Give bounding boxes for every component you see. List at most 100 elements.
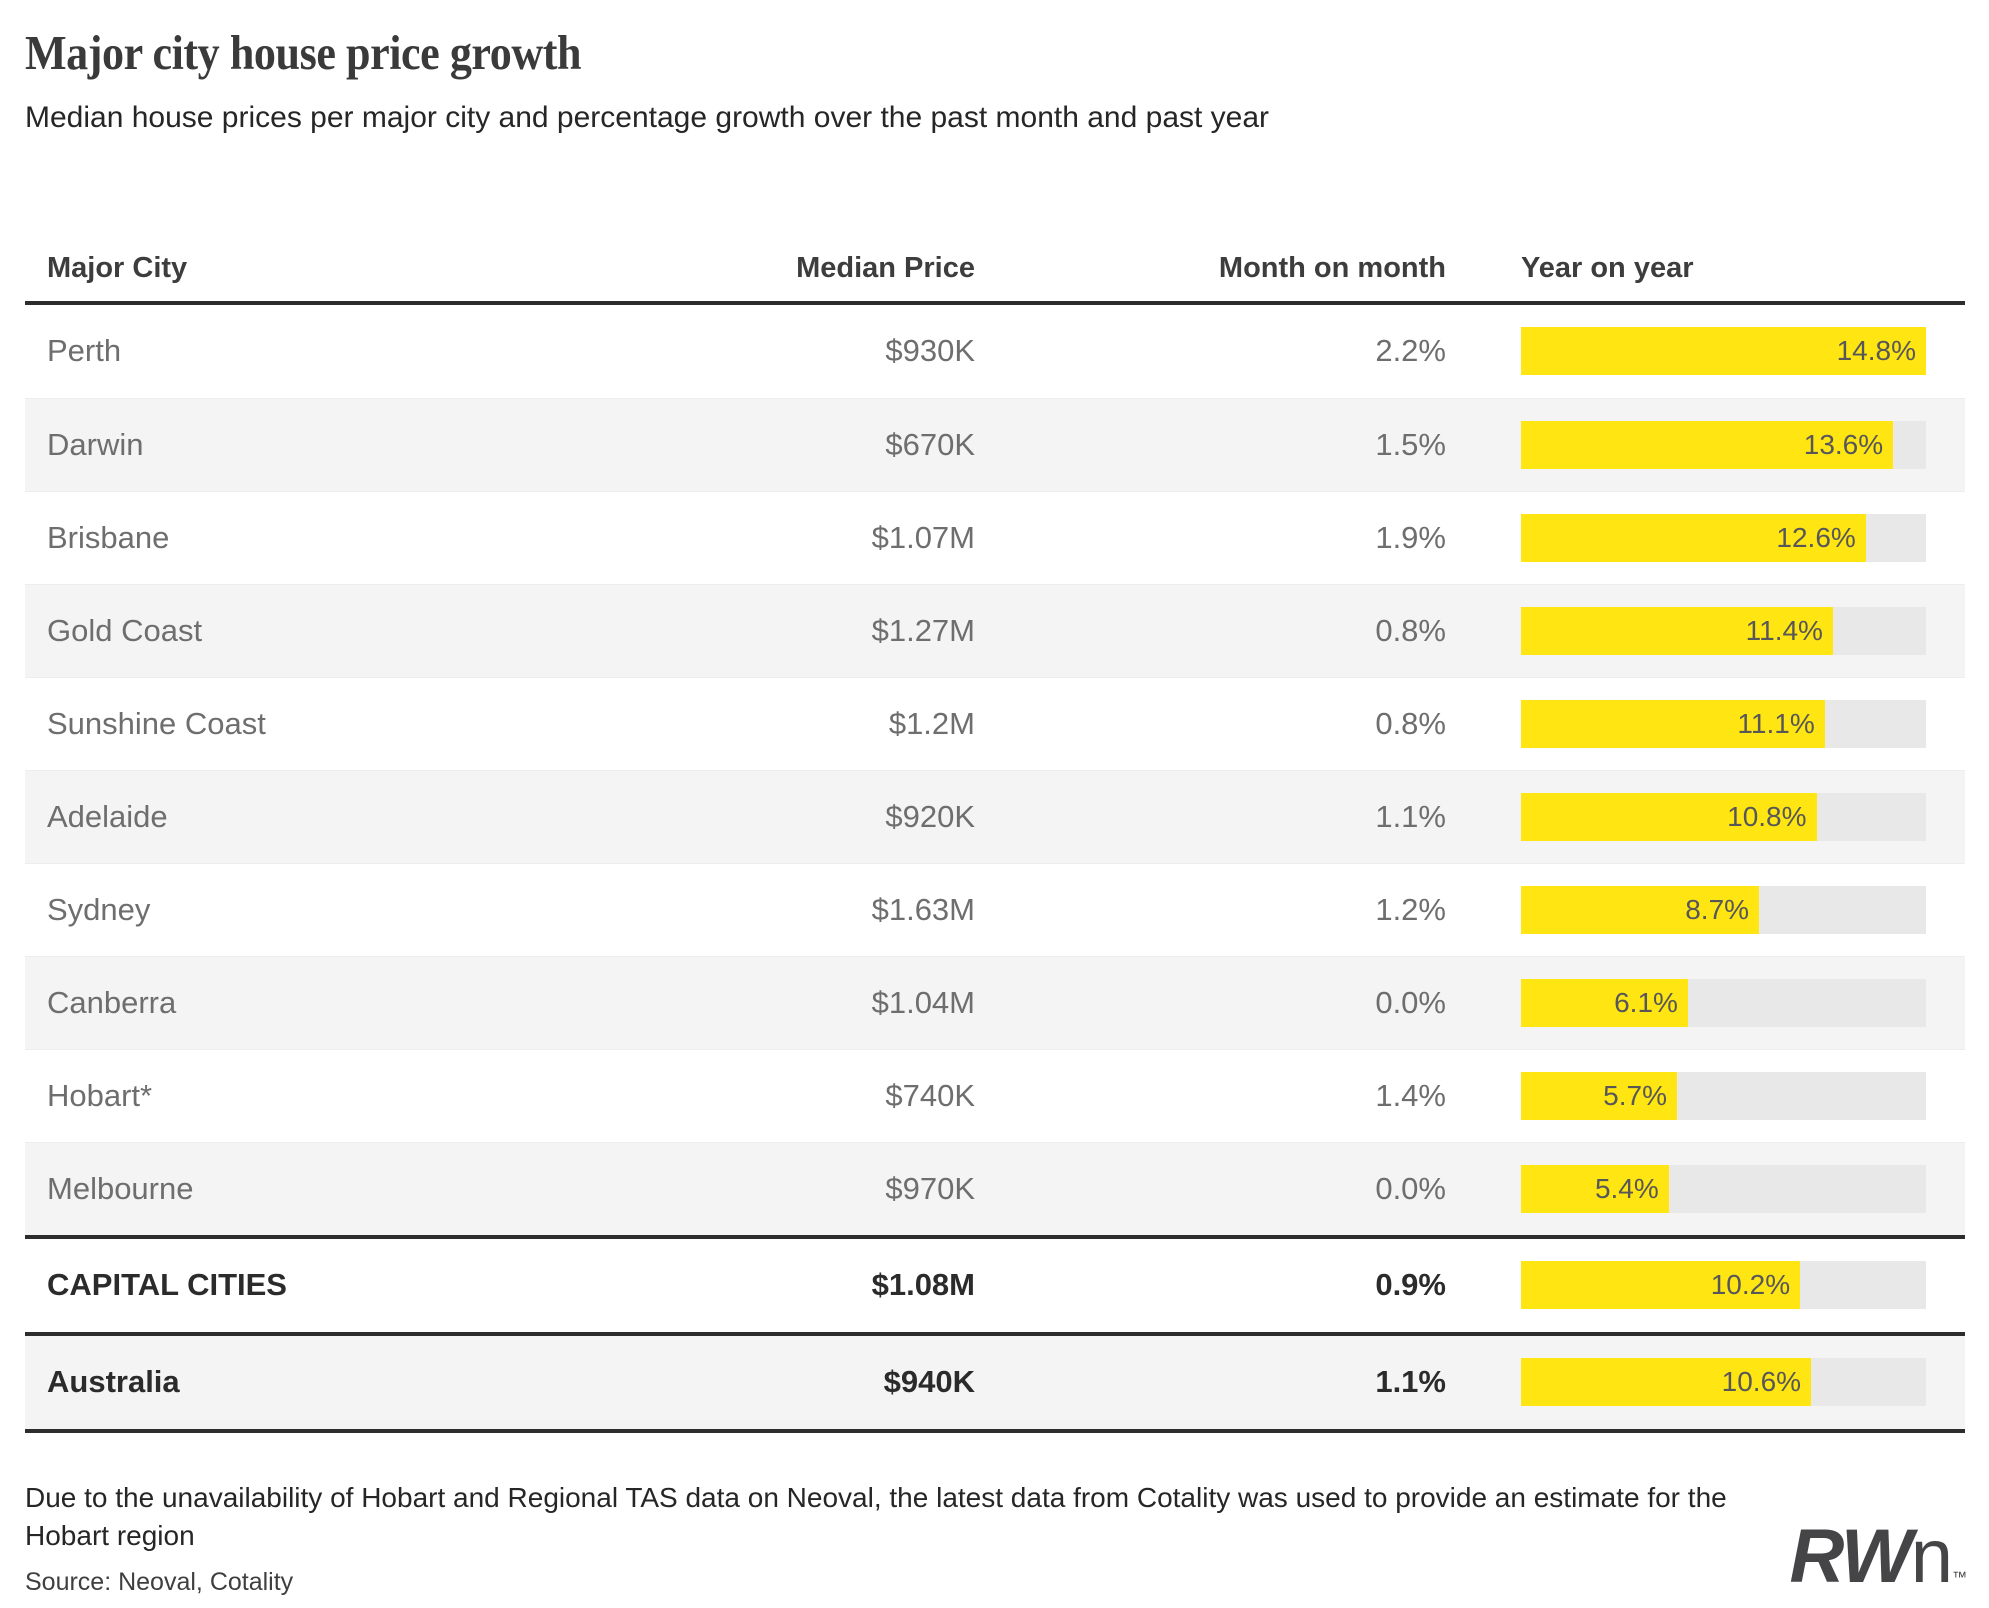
year-on-year-cell: 11.1% — [1446, 699, 1965, 748]
median-price: $740K — [885, 1077, 975, 1113]
yoy-bar-track: 8.7% — [1521, 885, 1926, 934]
yoy-bar-track: 6.1% — [1521, 978, 1926, 1027]
table-row: CAPITAL CITIES $1.08M 0.9% 10.2% — [25, 1238, 1965, 1332]
month-on-month: 0.9% — [1375, 1267, 1446, 1303]
yoy-bar: 11.1% — [1521, 699, 1825, 748]
table-row: Darwin $670K 1.5% 13.6% — [25, 397, 1965, 491]
median-price: $940K — [883, 1364, 975, 1400]
median-price: $1.2M — [888, 705, 975, 741]
section-rule — [25, 1331, 1965, 1336]
median-price: $1.27M — [871, 612, 975, 648]
yoy-value-label: 13.6% — [1803, 428, 1884, 460]
median-price: $1.07M — [871, 519, 975, 555]
source-note: Source: Neoval, Cotality — [25, 1568, 294, 1597]
yoy-value-label: 11.1% — [1737, 707, 1815, 739]
rwn-logo-rw: RW — [1789, 1514, 1912, 1599]
city-name: Gold Coast — [47, 612, 203, 648]
city-name: Adelaide — [47, 798, 168, 834]
median-price: $670K — [885, 426, 975, 462]
rwn-logo: RWn™ — [1789, 1513, 1967, 1600]
page-subtitle: Median house prices per major city and p… — [25, 100, 1270, 134]
month-on-month: 1.4% — [1375, 1077, 1446, 1113]
yoy-value-label: 14.8% — [1836, 335, 1916, 367]
city-name: Canberra — [47, 984, 177, 1020]
yoy-bar: 12.6% — [1521, 513, 1866, 562]
yoy-bar-track: 11.1% — [1521, 699, 1926, 748]
trademark-symbol: ™ — [1952, 1569, 1967, 1586]
yoy-value-label: 10.6% — [1721, 1366, 1802, 1398]
month-on-month: 1.9% — [1375, 519, 1446, 555]
table-row: Sydney $1.63M 1.2% 8.7% — [25, 862, 1965, 956]
city-name: Sydney — [47, 891, 151, 927]
footnote: Due to the unavailability of Hobart and … — [25, 1481, 1727, 1551]
yoy-bar-track: 10.8% — [1521, 792, 1926, 841]
yoy-value-label: 11.4% — [1745, 614, 1823, 646]
city-name: Darwin — [47, 426, 144, 462]
median-price: $1.04M — [871, 984, 975, 1020]
yoy-bar-track: 10.2% — [1521, 1261, 1926, 1310]
city-name: Sunshine Coast — [47, 705, 266, 741]
yoy-value-label: 8.7% — [1685, 893, 1750, 925]
yoy-bar-track: 5.4% — [1521, 1164, 1926, 1213]
table-row: Australia $940K 1.1% 10.6% — [25, 1335, 1965, 1429]
month-on-month: 1.1% — [1375, 1364, 1446, 1400]
year-on-year-cell: 13.6% — [1446, 420, 1965, 469]
yoy-value-label: 5.4% — [1594, 1172, 1659, 1204]
month-on-month: 0.8% — [1375, 705, 1446, 741]
yoy-bar: 10.6% — [1521, 1358, 1812, 1407]
year-on-year-cell: 11.4% — [1446, 606, 1965, 655]
table-row: Canberra $1.04M 0.0% 6.1% — [25, 955, 1965, 1049]
yoy-bar-track: 13.6% — [1521, 420, 1926, 469]
col-header-year-on-year: Year on year — [1521, 251, 1694, 284]
yoy-bar: 13.6% — [1521, 420, 1894, 469]
month-on-month: 1.1% — [1375, 798, 1446, 834]
city-name: Brisbane — [47, 519, 170, 555]
header-rule — [25, 300, 1965, 305]
table-row: Perth $930K 2.2% 14.8% — [25, 304, 1965, 398]
yoy-bar-track: 11.4% — [1521, 606, 1926, 655]
city-name: Hobart* — [47, 1077, 153, 1113]
yoy-bar: 5.7% — [1521, 1071, 1677, 1120]
col-header-month-on-month: Month on month — [1218, 251, 1446, 284]
yoy-bar: 14.8% — [1521, 327, 1926, 376]
year-on-year-cell: 8.7% — [1446, 885, 1965, 934]
median-price: $930K — [885, 333, 975, 369]
year-on-year-cell: 10.8% — [1446, 792, 1965, 841]
month-on-month: 2.2% — [1375, 333, 1446, 369]
yoy-value-label: 6.1% — [1614, 986, 1678, 1018]
col-header-median-price: Median Price — [796, 251, 975, 284]
table-header-row: Major City Median Price Month on month Y… — [25, 226, 1965, 301]
year-on-year-cell: 5.7% — [1446, 1071, 1965, 1120]
bottom-rule — [25, 1428, 1965, 1433]
median-price: $1.63M — [871, 891, 975, 927]
yoy-value-label: 12.6% — [1776, 521, 1856, 553]
yoy-bar: 8.7% — [1521, 885, 1760, 934]
table-row: Brisbane $1.07M 1.9% 12.6% — [25, 490, 1965, 584]
year-on-year-cell: 10.6% — [1446, 1358, 1965, 1407]
col-header-major-city: Major City — [47, 251, 188, 284]
yoy-value-label: 10.2% — [1710, 1269, 1791, 1301]
median-price: $920K — [885, 798, 975, 834]
yoy-bar-track: 10.6% — [1521, 1358, 1926, 1407]
yoy-bar-track: 5.7% — [1521, 1071, 1926, 1120]
year-on-year-cell: 5.4% — [1446, 1164, 1965, 1213]
yoy-bar-track: 14.8% — [1521, 327, 1926, 376]
table-row: Sunshine Coast $1.2M 0.8% 11.1% — [25, 676, 1965, 770]
page-title: Major city house price growth — [25, 25, 582, 80]
yoy-bar: 5.4% — [1521, 1164, 1669, 1213]
table-row: Melbourne $970K 0.0% 5.4% — [25, 1141, 1965, 1235]
price-table: Major City Median Price Month on month Y… — [25, 226, 1965, 1433]
month-on-month: 1.2% — [1375, 891, 1446, 927]
rwn-logo-n: n — [1910, 1514, 1953, 1599]
yoy-bar: 6.1% — [1521, 978, 1688, 1027]
yoy-value-label: 5.7% — [1603, 1079, 1667, 1111]
yoy-value-label: 10.8% — [1727, 800, 1807, 832]
yoy-bar: 10.8% — [1521, 792, 1817, 841]
table-row: Gold Coast $1.27M 0.8% 11.4% — [25, 583, 1965, 677]
median-price: $1.08M — [871, 1267, 975, 1303]
table-row: Adelaide $920K 1.1% 10.8% — [25, 769, 1965, 863]
month-on-month: 0.0% — [1375, 984, 1446, 1020]
yoy-bar: 10.2% — [1521, 1261, 1801, 1310]
city-name: CAPITAL CITIES — [47, 1267, 287, 1303]
